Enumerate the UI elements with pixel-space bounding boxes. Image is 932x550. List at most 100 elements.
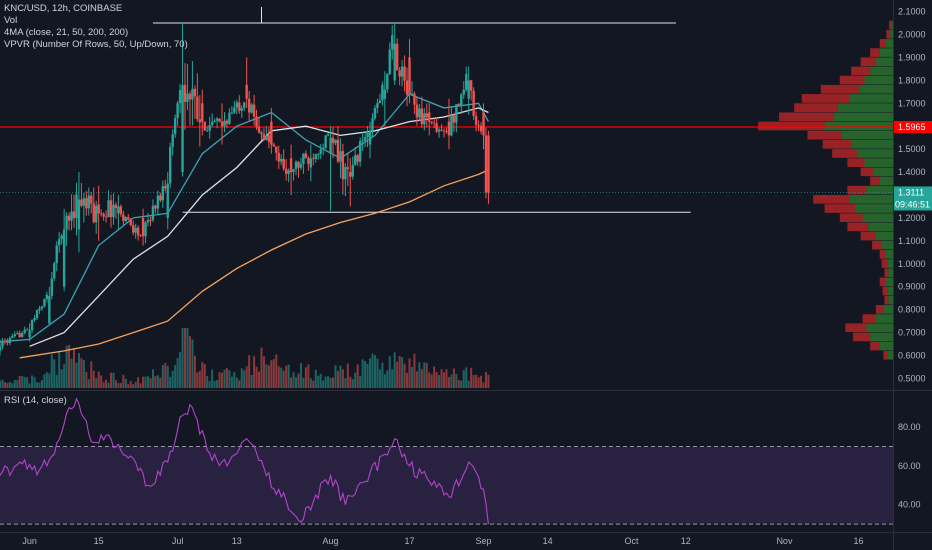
symbol-legend[interactable]: KNC/USD, 12h, COINBASE — [4, 3, 123, 14]
candle-body — [38, 308, 41, 311]
price-tick-label: 1.1000 — [898, 236, 926, 246]
candle-body — [11, 336, 14, 338]
vpvr-up-row — [841, 130, 893, 140]
vpvr-down-row — [847, 222, 869, 232]
candle-body — [166, 183, 169, 218]
volume-bar — [361, 359, 364, 388]
volume-bar — [275, 354, 278, 388]
candle-body — [102, 213, 105, 217]
candle-body — [452, 115, 456, 123]
vpvr-down-row — [801, 94, 850, 103]
candle-body — [149, 219, 152, 221]
volume-bar — [53, 359, 56, 388]
candle-body — [124, 217, 128, 222]
vpvr-up-row — [870, 66, 893, 76]
volume-bar — [388, 356, 391, 388]
volume-bar — [60, 369, 63, 388]
volume-legend[interactable]: Vol — [4, 15, 18, 26]
candles — [0, 23, 490, 356]
volume-bar — [124, 378, 127, 388]
drawn-lines[interactable] — [0, 7, 893, 213]
volume-bar — [386, 370, 389, 388]
price-tick-label: 1.2000 — [898, 213, 926, 223]
candle-body — [351, 165, 354, 177]
candle-body — [378, 100, 382, 104]
volume-bar — [63, 364, 66, 388]
time-tick-label: 17 — [404, 536, 414, 546]
time-tick-label: Jun — [22, 536, 37, 546]
candle-body — [354, 155, 357, 166]
volume-bar — [70, 358, 73, 388]
candle-body — [65, 215, 68, 230]
candle-body — [134, 227, 137, 233]
candle-body — [208, 125, 211, 131]
volume-bar — [487, 374, 490, 388]
volume-bar — [398, 356, 401, 388]
candle-body — [304, 153, 308, 158]
volume-bar — [33, 377, 36, 388]
vpvr-down-row — [879, 250, 886, 259]
candle-body — [82, 198, 86, 206]
volume-bar — [413, 353, 416, 388]
candle-body — [245, 84, 248, 99]
volume-bar — [211, 369, 214, 388]
price-tick-label: 0.7000 — [898, 328, 926, 338]
vpvr-up-row — [875, 231, 893, 241]
volume-bar — [262, 356, 265, 388]
candle-body — [265, 135, 268, 141]
volume-bar — [277, 366, 280, 388]
volume-bar — [366, 363, 369, 388]
candle-body — [186, 93, 189, 102]
candle-body — [112, 204, 115, 218]
candle-body — [30, 320, 34, 331]
candle-body — [25, 329, 29, 331]
candle-body — [413, 93, 416, 105]
candle-body — [99, 213, 103, 215]
volume-bar — [105, 379, 108, 388]
volume-bar — [114, 380, 117, 388]
volume-bar — [351, 379, 354, 388]
rsi-legend[interactable]: RSI (14, close) — [4, 395, 67, 406]
vpvr-down-row — [847, 185, 867, 195]
volume-bar — [58, 351, 61, 388]
last-price-tag-bg — [894, 186, 932, 211]
candle-body — [280, 158, 283, 162]
candle-body — [408, 57, 411, 95]
time-axis[interactable]: Jun 15 Jul 13 Aug 17 Sep 14 Oct 12 Nov 16 — [22, 536, 863, 546]
candle-body — [257, 126, 261, 133]
candle-body — [487, 135, 490, 193]
candle-body — [223, 120, 226, 127]
ma-legend[interactable]: 4MA (close, 21, 50, 200, 200) — [4, 27, 129, 38]
vpvr-up-row — [890, 29, 893, 39]
vpvr-down-row — [820, 84, 859, 94]
price-tick-label: 0.8000 — [898, 305, 926, 315]
volume-bar — [179, 352, 182, 388]
volume-bar — [184, 328, 187, 388]
volume-bar — [302, 377, 305, 388]
volume-bar — [299, 363, 302, 388]
volume-bar — [470, 367, 473, 388]
vpvr-up-row — [864, 75, 893, 85]
candle-body — [225, 120, 229, 124]
volume-bar — [465, 367, 468, 388]
candle-body — [171, 134, 174, 147]
volume-bar — [450, 374, 453, 388]
candle-body — [381, 84, 384, 101]
candle-body — [349, 172, 352, 177]
volume-bar — [467, 380, 470, 388]
candle-body — [243, 102, 246, 109]
candle-body — [363, 137, 367, 141]
volume-bar — [292, 372, 295, 388]
vpvr-down-row — [860, 167, 874, 177]
candle-body — [472, 90, 475, 116]
candle-body — [53, 263, 56, 279]
vpvr-down-row — [889, 20, 892, 30]
volume-bar — [203, 363, 206, 388]
volume-bar — [95, 378, 98, 388]
candle-body — [388, 49, 391, 75]
vpvr-legend[interactable]: VPVR (Number Of Rows, 50, Up/Down, 70) — [4, 39, 188, 50]
vpvr-up-row — [887, 286, 893, 296]
candle-body — [92, 203, 95, 223]
volume-bar — [336, 370, 339, 388]
